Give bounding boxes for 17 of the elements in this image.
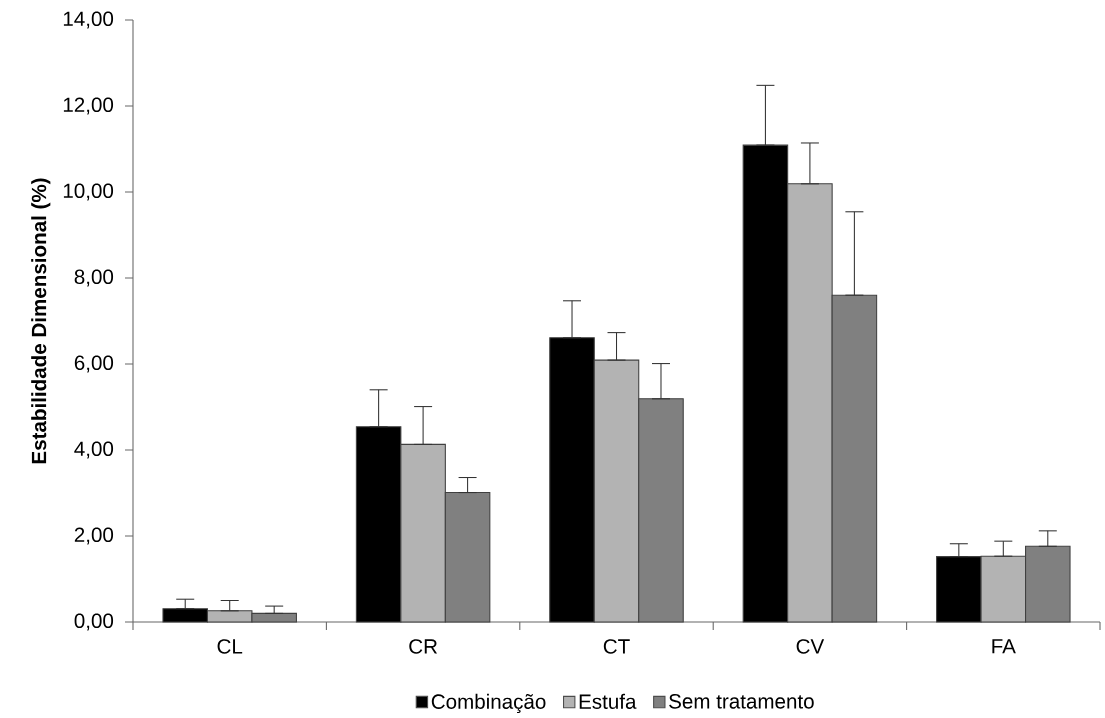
y-tick-label: 14,00 [63,11,114,29]
x-tick-label: CR [409,639,438,654]
x-tick-label: CL [217,639,243,654]
y-tick-label: 10,00 [63,183,114,201]
x-tick-label: CV [796,639,825,654]
legend-label: Combinação [431,693,546,714]
y-axis-title: Estabilidade Dimensional (%) [31,178,51,464]
y-tick-label: 6,00 [74,355,114,373]
y-tick-label: 12,00 [63,97,114,115]
x-tick-label: CT [603,639,630,654]
legend-label: Estufa [579,693,637,709]
y-tick-label: 2,00 [74,527,114,545]
y-tick-label: 8,00 [74,269,114,287]
y-tick-label: 0,00 [74,613,114,631]
y-tick-label: 4,00 [74,441,114,459]
legend-label: Sem tratamento [669,694,814,709]
x-tick-label: FA [992,639,1016,654]
